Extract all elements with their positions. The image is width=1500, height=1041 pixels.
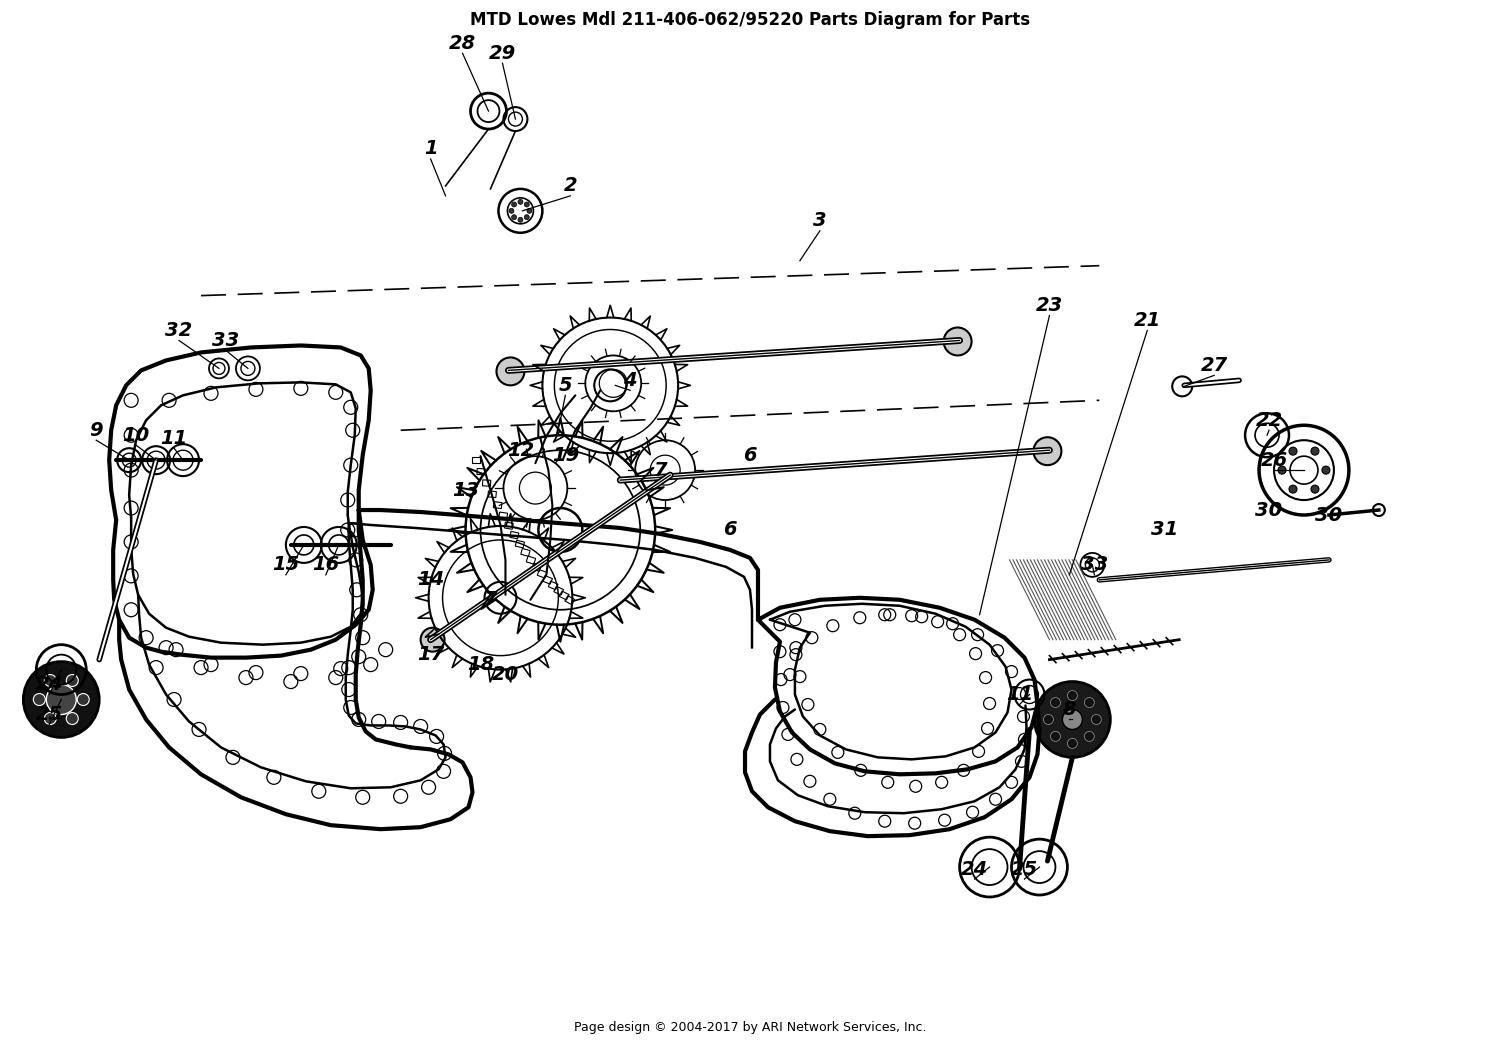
Text: 32: 32 (165, 321, 192, 340)
Text: 3: 3 (813, 211, 826, 230)
Bar (471, 457, 480, 463)
Text: 6: 6 (742, 446, 758, 464)
Circle shape (24, 662, 99, 737)
Bar (543, 576, 552, 584)
Bar (483, 480, 490, 486)
Circle shape (46, 685, 76, 714)
Circle shape (1068, 738, 1077, 748)
Circle shape (1322, 466, 1330, 474)
Circle shape (1062, 710, 1083, 730)
Text: Page design © 2004-2017 by ARI Network Services, Inc.: Page design © 2004-2017 by ARI Network S… (573, 1020, 926, 1034)
Bar (504, 522, 513, 529)
Bar (477, 468, 484, 475)
Circle shape (1034, 437, 1062, 465)
Bar (500, 512, 507, 519)
Bar (520, 549, 530, 556)
Circle shape (518, 218, 524, 223)
Circle shape (509, 208, 515, 213)
Text: 15: 15 (272, 556, 300, 575)
Text: 25: 25 (36, 705, 63, 723)
Circle shape (1050, 732, 1060, 741)
Text: 2: 2 (564, 176, 578, 196)
Text: 7: 7 (483, 590, 498, 609)
Text: 10: 10 (123, 426, 150, 445)
Text: 21: 21 (1134, 311, 1161, 330)
Circle shape (1288, 448, 1298, 455)
Circle shape (33, 693, 45, 706)
Text: 22: 22 (1256, 411, 1282, 430)
Circle shape (1050, 697, 1060, 708)
Text: 4: 4 (624, 371, 638, 390)
Text: 25: 25 (1011, 860, 1038, 879)
Text: 5: 5 (558, 376, 572, 395)
Text: 28: 28 (448, 33, 476, 53)
Text: 19: 19 (552, 446, 579, 464)
Circle shape (1084, 732, 1095, 741)
Bar (566, 595, 574, 605)
Text: 16: 16 (312, 556, 339, 575)
Text: 33: 33 (1080, 556, 1108, 575)
Circle shape (512, 214, 516, 220)
Circle shape (1092, 714, 1101, 725)
Text: 8: 8 (1062, 700, 1076, 719)
Text: 27: 27 (1200, 356, 1228, 375)
Circle shape (1044, 714, 1053, 725)
Circle shape (512, 202, 516, 207)
Text: 18: 18 (466, 655, 494, 675)
Circle shape (1084, 697, 1095, 708)
Circle shape (1278, 466, 1286, 474)
Text: 17: 17 (417, 645, 444, 664)
Text: 20: 20 (492, 665, 519, 684)
Bar (532, 563, 542, 572)
Text: 29: 29 (489, 44, 516, 62)
Circle shape (518, 200, 524, 204)
Circle shape (66, 675, 78, 686)
Text: 33: 33 (213, 331, 240, 350)
Text: 13: 13 (452, 481, 478, 500)
Bar (549, 581, 558, 590)
Circle shape (526, 208, 532, 213)
Text: 30: 30 (1256, 501, 1282, 519)
Text: 11: 11 (160, 429, 188, 448)
Circle shape (1068, 690, 1077, 701)
Bar (516, 540, 525, 548)
Circle shape (525, 214, 530, 220)
Circle shape (944, 328, 972, 355)
Text: 30: 30 (1316, 506, 1342, 525)
Text: 24: 24 (962, 860, 988, 879)
Text: 31: 31 (1150, 520, 1178, 539)
Text: 1: 1 (424, 139, 438, 158)
Circle shape (76, 693, 88, 706)
Bar (494, 502, 502, 509)
Circle shape (496, 357, 525, 385)
Bar (554, 586, 564, 595)
Circle shape (45, 712, 57, 725)
Text: 12: 12 (507, 440, 534, 460)
Circle shape (1035, 682, 1110, 758)
Text: 26: 26 (1260, 451, 1287, 469)
Text: 23: 23 (1036, 296, 1064, 315)
Circle shape (1288, 485, 1298, 493)
Bar (537, 569, 548, 578)
Circle shape (420, 628, 444, 652)
Text: 14: 14 (417, 570, 444, 589)
Text: 24: 24 (36, 675, 63, 694)
Circle shape (525, 202, 530, 207)
Bar (526, 556, 536, 564)
Text: 9: 9 (90, 421, 104, 439)
Bar (560, 591, 568, 600)
Text: 6: 6 (723, 520, 736, 539)
Circle shape (45, 675, 57, 686)
Text: MTD Lowes Mdl 211-406-062/95220 Parts Diagram for Parts: MTD Lowes Mdl 211-406-062/95220 Parts Di… (470, 11, 1030, 29)
Text: 11: 11 (1007, 685, 1034, 704)
Text: 7: 7 (654, 460, 668, 480)
Circle shape (1311, 485, 1318, 493)
Circle shape (66, 712, 78, 725)
Bar (510, 531, 519, 539)
Bar (488, 491, 496, 498)
Circle shape (1311, 448, 1318, 455)
